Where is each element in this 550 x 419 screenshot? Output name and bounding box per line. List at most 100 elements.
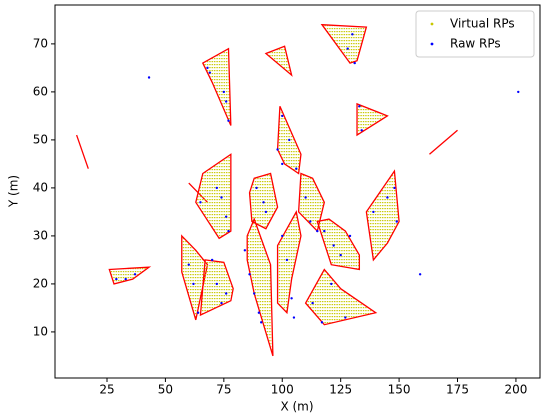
- region: [304, 268, 378, 326]
- region: [356, 102, 389, 137]
- raw-rp: [344, 316, 347, 319]
- raw-rp: [330, 282, 333, 286]
- raw-rp: [257, 311, 261, 314]
- raw-rp: [276, 148, 279, 151]
- raw-rp: [192, 282, 195, 286]
- raw-rp: [243, 249, 247, 252]
- raw-rp: [281, 234, 284, 238]
- y-axis-label: Y (m): [7, 175, 21, 208]
- x-axis-label: X (m): [280, 400, 313, 414]
- raw-rp: [187, 263, 190, 266]
- region: [276, 210, 302, 315]
- raw-rp: [215, 282, 219, 286]
- legend-marker: [430, 22, 434, 26]
- raw-rp: [309, 220, 312, 223]
- raw-rp: [220, 196, 223, 199]
- raw-rp: [290, 297, 293, 300]
- raw-rp: [285, 258, 289, 262]
- raw-rp: [360, 129, 363, 132]
- region: [429, 129, 458, 155]
- x-tick-label: 25: [99, 383, 114, 397]
- raw-rp: [281, 114, 284, 118]
- raw-rp: [260, 321, 263, 324]
- raw-rp: [346, 47, 349, 50]
- legend-label: Virtual RPs: [450, 17, 515, 31]
- raw-rp: [253, 292, 256, 295]
- raw-rp: [222, 90, 226, 94]
- y-tick-label: 60: [33, 84, 48, 98]
- x-tick-label: 50: [158, 383, 173, 397]
- raw-rp: [316, 229, 319, 233]
- raw-rp: [295, 167, 298, 170]
- raw-rp: [395, 220, 398, 223]
- raw-rp: [227, 119, 230, 122]
- x-tick-label: 125: [329, 383, 352, 397]
- raw-rp: [304, 196, 307, 199]
- region: [181, 234, 209, 321]
- y-tick-label: 40: [33, 180, 48, 194]
- y-tick-label: 70: [33, 36, 48, 50]
- raw-rp: [224, 292, 228, 295]
- raw-rp: [332, 244, 335, 247]
- raw-rp: [517, 90, 520, 94]
- raw-rp: [418, 273, 422, 276]
- raw-rp: [372, 210, 375, 214]
- y-tick-label: 50: [33, 132, 48, 146]
- raw-rp: [199, 201, 202, 204]
- raw-rp: [248, 273, 251, 276]
- raw-rp: [208, 71, 212, 74]
- raw-rp: [196, 311, 200, 314]
- raw-rp: [215, 186, 219, 190]
- x-tick-label: 100: [271, 383, 294, 397]
- region: [320, 23, 368, 64]
- raw-rp: [351, 33, 354, 36]
- raw-rp: [353, 61, 356, 65]
- raw-rp: [264, 210, 268, 214]
- legend-marker: [430, 42, 434, 46]
- region: [108, 266, 152, 285]
- region: [246, 217, 274, 357]
- legend-box: [415, 10, 535, 58]
- raw-rp: [323, 229, 326, 233]
- raw-rp: [292, 316, 296, 319]
- raw-rp: [224, 215, 228, 218]
- legend: Virtual RPs Raw RPs: [415, 10, 535, 58]
- raw-rp: [224, 100, 228, 103]
- raw-rp: [288, 138, 291, 142]
- y-tick-label: 20: [33, 276, 48, 290]
- region: [297, 172, 326, 233]
- raw-rp: [311, 301, 314, 305]
- x-tick-label: 175: [446, 383, 469, 397]
- region: [316, 218, 361, 271]
- raw-rp: [124, 277, 127, 281]
- region: [264, 45, 293, 77]
- x-tick-label: 200: [504, 383, 527, 397]
- raw-rp: [386, 196, 389, 199]
- region: [195, 153, 232, 240]
- raw-rp: [320, 321, 324, 324]
- x-tick-label: 150: [388, 383, 411, 397]
- region: [76, 134, 89, 169]
- y-tick-label: 30: [33, 228, 48, 242]
- raw-rp: [115, 277, 118, 281]
- y-tick-label: 10: [33, 324, 48, 338]
- plot-frame: [54, 4, 541, 379]
- raw-rp: [262, 201, 265, 204]
- raw-rp: [210, 258, 214, 262]
- legend-label: Raw RPs: [450, 37, 501, 51]
- raw-rp: [133, 273, 137, 276]
- raw-rp: [281, 162, 284, 166]
- raw-rp: [339, 253, 342, 257]
- raw-rp: [147, 76, 151, 79]
- raw-rp: [206, 66, 209, 70]
- raw-rp: [220, 301, 223, 305]
- raw-rp: [393, 186, 396, 190]
- raw-rp: [255, 186, 258, 190]
- region: [199, 259, 234, 317]
- x-tick-label: 75: [216, 383, 231, 397]
- raw-rp: [348, 234, 352, 238]
- raw-rp: [358, 105, 361, 108]
- region: [365, 169, 400, 262]
